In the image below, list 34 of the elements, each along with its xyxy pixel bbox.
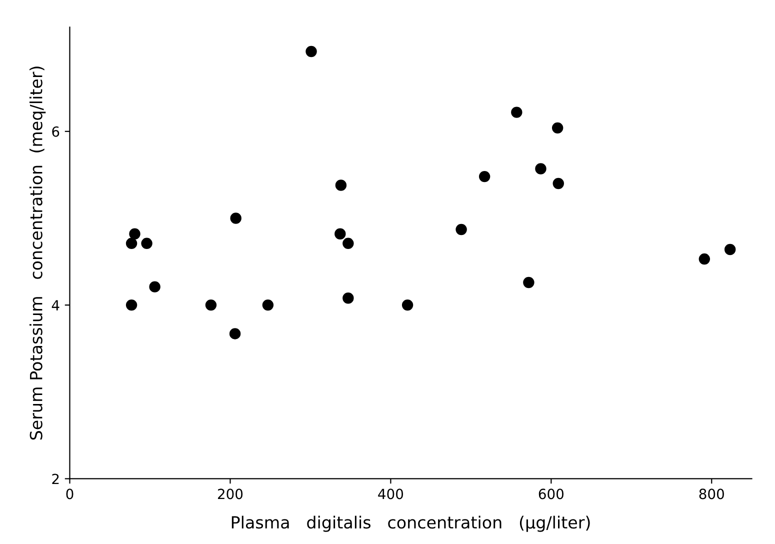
point (456, 224, 467, 236)
point (205, 299, 217, 311)
point (511, 106, 522, 118)
x-tick-label: 800 (699, 488, 724, 500)
point (335, 180, 347, 191)
y-axis-title: Serum Potassium concentration (meq/liter) (30, 66, 46, 440)
point (129, 228, 140, 240)
point (523, 276, 534, 288)
x-tick-label: 400 (378, 488, 404, 500)
point (126, 299, 138, 311)
point (342, 292, 354, 304)
point (306, 46, 317, 58)
point (478, 170, 490, 182)
point (698, 253, 710, 265)
point (724, 244, 736, 256)
point (552, 122, 564, 134)
point (342, 238, 354, 250)
x-tick-label: 0 (66, 488, 74, 500)
point (141, 238, 152, 250)
x-tick-label: 600 (538, 488, 564, 500)
point (230, 212, 242, 224)
x-axis-title: Plasma digitalis concentration (μg/liter) (232, 516, 590, 532)
y-tick-label: 6 (52, 126, 60, 137)
point (229, 328, 241, 340)
y-tick-label: 2 (52, 474, 59, 484)
point (552, 178, 564, 190)
y-tick-label: 4 (52, 300, 60, 310)
point (126, 238, 138, 250)
point (402, 299, 414, 311)
point (149, 281, 160, 292)
x-tick-label: 200 (218, 488, 243, 500)
point (535, 163, 546, 174)
point (334, 228, 346, 240)
point (262, 299, 274, 311)
